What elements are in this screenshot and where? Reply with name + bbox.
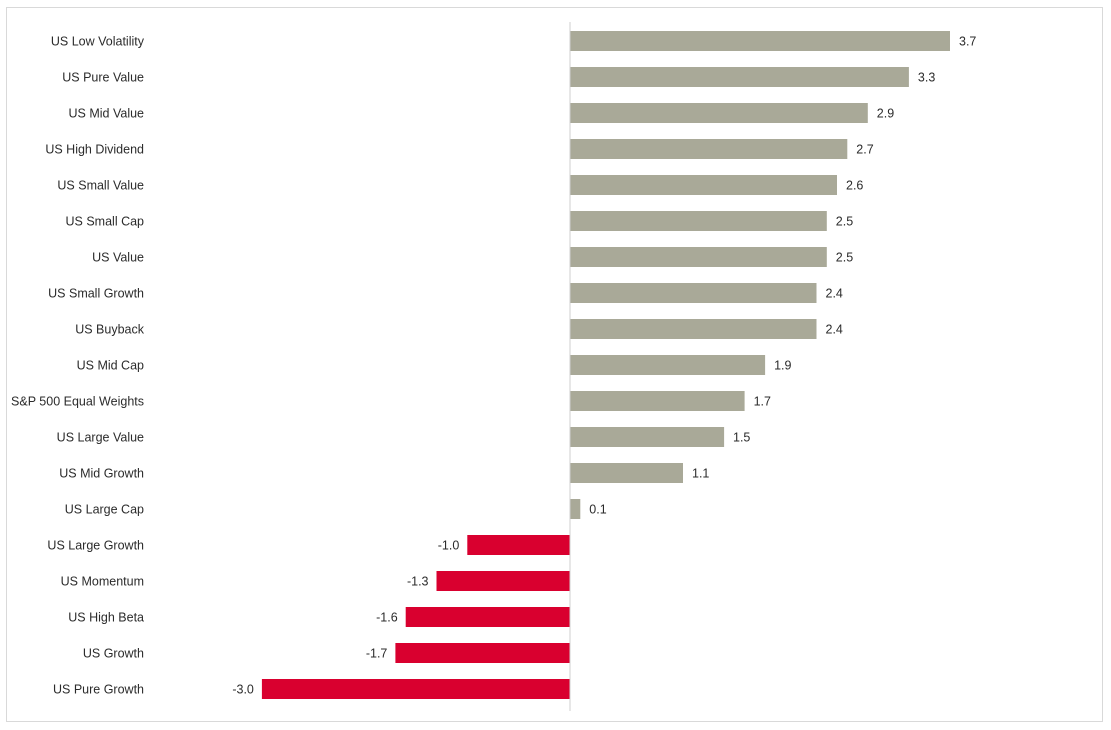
bar-2 — [570, 103, 868, 123]
chart-frame: US Low Volatility 3.7 US Pure Value 3.3 US M… — [6, 7, 1103, 722]
bar-0 — [570, 31, 950, 51]
value-label-17: -1.7 — [366, 647, 388, 661]
bar-9 — [570, 355, 766, 375]
bar-17 — [395, 643, 570, 663]
bar-7 — [570, 283, 817, 303]
value-label-13: 0.1 — [589, 503, 606, 517]
category-label-18: US Pure Growth — [53, 683, 144, 697]
category-label-8: US Buyback — [75, 323, 145, 337]
category-label-9: US Mid Cap — [77, 359, 144, 373]
bar-5 — [570, 211, 827, 231]
value-label-5: 2.5 — [836, 215, 853, 229]
value-label-8: 2.4 — [826, 323, 843, 337]
category-label-17: US Growth — [83, 647, 144, 661]
labels-layer: US Low Volatility 3.7 US Pure Value 3.3 US M… — [11, 35, 976, 697]
bar-10 — [570, 391, 745, 411]
category-label-4: US Small Value — [57, 179, 144, 193]
value-label-3: 2.7 — [856, 143, 873, 157]
value-label-1: 3.3 — [918, 71, 935, 85]
value-label-12: 1.1 — [692, 467, 709, 481]
category-label-6: US Value — [92, 251, 144, 265]
category-label-7: US Small Growth — [48, 287, 144, 301]
value-label-18: -3.0 — [232, 683, 254, 697]
bar-16 — [405, 607, 570, 627]
bars-layer — [261, 31, 950, 699]
category-label-13: US Large Cap — [65, 503, 144, 517]
value-label-14: -1.0 — [438, 539, 460, 553]
bar-11 — [570, 427, 725, 447]
category-label-16: US High Beta — [68, 611, 144, 625]
value-label-6: 2.5 — [836, 251, 853, 265]
value-label-2: 2.9 — [877, 107, 894, 121]
value-label-15: -1.3 — [407, 575, 429, 589]
bar-chart: US Low Volatility 3.7 US Pure Value 3.3 US M… — [11, 22, 976, 711]
category-label-5: US Small Cap — [66, 215, 145, 229]
value-label-10: 1.7 — [754, 395, 771, 409]
bar-8 — [570, 319, 817, 339]
bar-12 — [570, 463, 683, 483]
bar-3 — [570, 139, 848, 159]
value-label-4: 2.6 — [846, 179, 863, 193]
category-label-11: US Large Value — [57, 431, 144, 445]
bar-1 — [570, 67, 909, 87]
bar-6 — [570, 247, 827, 267]
category-label-2: US Mid Value — [69, 107, 145, 121]
value-label-9: 1.9 — [774, 359, 791, 373]
category-label-14: US Large Growth — [47, 539, 144, 553]
category-label-0: US Low Volatility — [51, 35, 145, 49]
value-label-7: 2.4 — [826, 287, 843, 301]
category-label-15: US Momentum — [61, 575, 144, 589]
bar-18 — [261, 679, 570, 699]
value-label-16: -1.6 — [376, 611, 398, 625]
value-label-11: 1.5 — [733, 431, 750, 445]
value-label-0: 3.7 — [959, 35, 976, 49]
category-label-10: S&P 500 Equal Weights — [11, 395, 144, 409]
category-label-1: US Pure Value — [62, 71, 144, 85]
bar-4 — [570, 175, 837, 195]
bar-13 — [570, 499, 581, 519]
bar-15 — [436, 571, 570, 591]
category-label-12: US Mid Growth — [59, 467, 144, 481]
category-label-3: US High Dividend — [45, 143, 144, 157]
bar-14 — [467, 535, 570, 555]
